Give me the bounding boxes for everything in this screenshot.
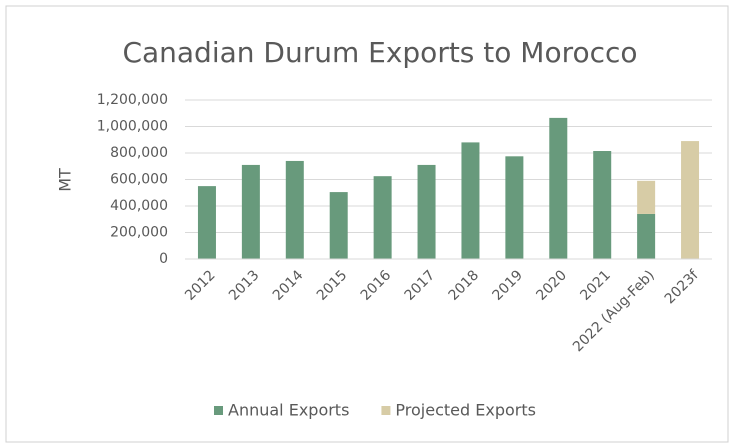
bar <box>637 213 656 259</box>
bar <box>681 141 700 259</box>
bar <box>593 151 612 259</box>
bar <box>637 180 656 214</box>
y-tick-label: 600,000 <box>110 172 168 188</box>
y-tick-label: 1,200,000 <box>97 92 168 108</box>
y-tick-label: 1,000,000 <box>97 119 168 135</box>
y-tick-label: 400,000 <box>110 198 168 214</box>
y-tick-label: 800,000 <box>110 145 168 161</box>
bar <box>417 164 436 259</box>
bar <box>461 142 480 259</box>
legend-swatch <box>381 406 391 415</box>
bar <box>505 156 524 259</box>
chart-title: Canadian Durum Exports to Morocco <box>122 36 637 69</box>
bar <box>373 176 392 259</box>
legend-swatch <box>214 406 223 415</box>
y-tick-label: 200,000 <box>110 225 168 241</box>
bar <box>549 117 568 259</box>
legend-label: Annual Exports <box>228 401 349 420</box>
bar <box>285 160 304 259</box>
bar <box>241 164 260 259</box>
bar <box>329 192 348 259</box>
y-tick-label: 0 <box>159 251 168 267</box>
bar <box>197 186 216 259</box>
y-axis-label: MT <box>56 168 75 192</box>
legend-label: Projected Exports <box>395 401 536 420</box>
